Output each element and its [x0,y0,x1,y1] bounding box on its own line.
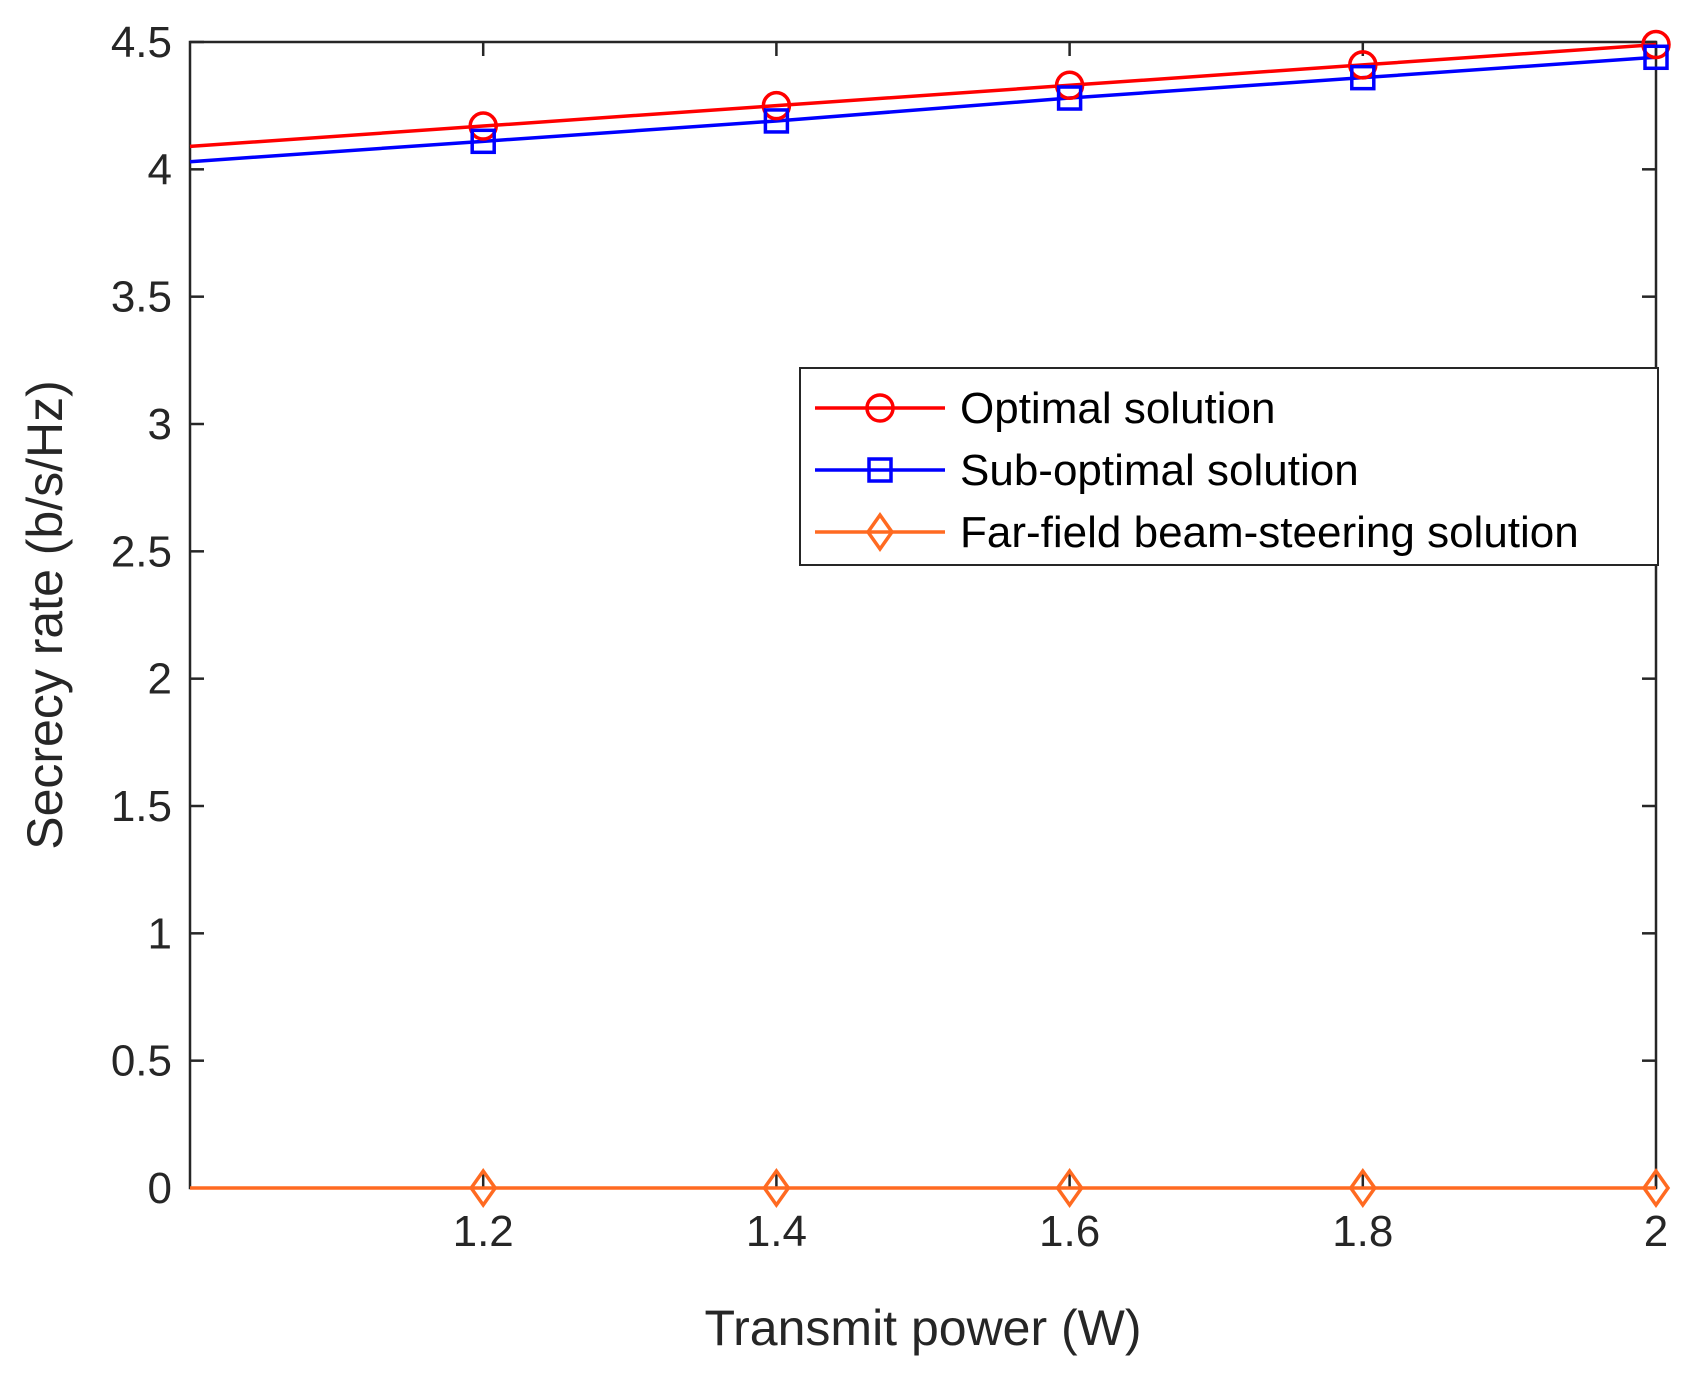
y-tick-label: 4 [148,145,172,194]
series-lines [189,42,1657,1190]
legend: Optimal solution Sub-optimal solution Far-… [799,367,1659,566]
y-tick-label: 1.5 [111,782,172,831]
data-point-square [1643,44,1669,71]
data-point-diamond [469,1167,498,1209]
data-point-square [763,108,790,134]
legend-entries: Optimal solution Sub-optimal solution Far-… [815,384,1579,557]
data-point-diamond [1641,1167,1671,1209]
x-tick-label: 1.2 [453,1207,514,1256]
data-point-square [470,128,496,155]
series-line-circle [189,42,1657,149]
legend-marker-square [867,457,893,483]
x-tick-label: 1.4 [746,1207,807,1256]
legend-label: Sub-optimal solution [960,446,1359,495]
x-axis-title: Transmit power (W) [704,1300,1141,1356]
x-tick-label: 1.6 [1039,1207,1100,1256]
y-tick-label: 1 [148,909,172,958]
y-tick-label: 2.5 [111,527,172,576]
y-axis-ticks: 0 0.5 1 1.5 2 2.5 3 3.5 4 4.5 [111,18,1656,1213]
series-markers [468,29,1671,1209]
legend-marker-diamond [865,511,895,553]
legend-label: Optimal solution [960,384,1275,433]
data-point-circle [1348,50,1378,80]
y-tick-label: 0 [148,1164,172,1213]
data-point-square [1350,64,1376,91]
y-tick-label: 3.5 [111,273,172,322]
data-point-diamond [1348,1167,1377,1209]
y-tick-label: 0.5 [111,1037,172,1086]
y-tick-label: 4.5 [111,18,172,67]
data-point-diamond [1055,1167,1084,1209]
data-point-circle [1641,29,1671,60]
series-line-square [189,55,1657,164]
data-point-square [1056,85,1083,111]
legend-marker-circle [865,393,895,423]
data-point-circle [1054,70,1085,101]
data-point-circle [468,111,498,141]
data-point-diamond [762,1167,791,1209]
y-tick-label: 2 [148,655,172,704]
x-tick-label: 2 [1644,1207,1668,1256]
legend-label: Far-field beam-steering solution [960,508,1579,557]
y-tick-label: 3 [148,400,172,449]
x-axis-ticks: 1.2 1.4 1.6 1.8 2 [453,42,1668,1256]
y-axis-title: Secrecy rate (b/s/Hz) [17,380,73,850]
x-tick-label: 1.8 [1332,1207,1393,1256]
data-point-circle [761,90,792,121]
